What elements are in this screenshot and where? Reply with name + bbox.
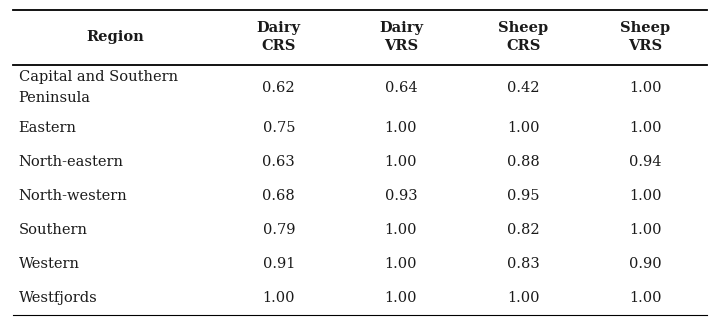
Text: CRS: CRS: [506, 39, 540, 54]
Text: 1.00: 1.00: [384, 291, 417, 305]
Text: 1.00: 1.00: [629, 189, 662, 203]
Text: North-western: North-western: [19, 189, 127, 203]
Text: Dairy: Dairy: [379, 21, 423, 35]
Text: 0.95: 0.95: [507, 189, 539, 203]
Text: 0.75: 0.75: [263, 121, 295, 135]
Text: 1.00: 1.00: [384, 121, 417, 135]
Text: Sheep: Sheep: [620, 21, 670, 35]
Text: 1.00: 1.00: [629, 291, 662, 305]
Text: 0.68: 0.68: [262, 189, 295, 203]
Text: 0.90: 0.90: [629, 257, 662, 271]
Text: 0.83: 0.83: [507, 257, 539, 271]
Text: Sheep: Sheep: [498, 21, 548, 35]
Text: 0.79: 0.79: [263, 223, 295, 237]
Text: Southern: Southern: [19, 223, 88, 237]
Text: Peninsula: Peninsula: [19, 91, 91, 105]
Text: CRS: CRS: [261, 39, 296, 54]
Text: Dairy: Dairy: [257, 21, 301, 35]
Text: 1.00: 1.00: [629, 81, 662, 95]
Text: 0.93: 0.93: [384, 189, 418, 203]
Text: Capital and Southern: Capital and Southern: [19, 71, 178, 85]
Text: 1.00: 1.00: [263, 291, 295, 305]
Text: 1.00: 1.00: [384, 155, 417, 169]
Text: Region: Region: [86, 30, 144, 45]
Text: Western: Western: [19, 257, 80, 271]
Text: 0.94: 0.94: [629, 155, 662, 169]
Text: Eastern: Eastern: [19, 121, 77, 135]
Text: 0.82: 0.82: [507, 223, 539, 237]
Text: 0.91: 0.91: [263, 257, 295, 271]
Text: North-eastern: North-eastern: [19, 155, 124, 169]
Text: 1.00: 1.00: [507, 291, 539, 305]
Text: VRS: VRS: [629, 39, 662, 54]
Text: 1.00: 1.00: [384, 223, 417, 237]
Text: 0.63: 0.63: [262, 155, 295, 169]
Text: 0.42: 0.42: [507, 81, 539, 95]
Text: 0.64: 0.64: [384, 81, 418, 95]
Text: 1.00: 1.00: [629, 121, 662, 135]
Text: Westfjords: Westfjords: [19, 291, 97, 305]
Text: 1.00: 1.00: [384, 257, 417, 271]
Text: 0.88: 0.88: [507, 155, 539, 169]
Text: 1.00: 1.00: [507, 121, 539, 135]
Text: 0.62: 0.62: [263, 81, 295, 95]
Text: VRS: VRS: [384, 39, 418, 54]
Text: 1.00: 1.00: [629, 223, 662, 237]
